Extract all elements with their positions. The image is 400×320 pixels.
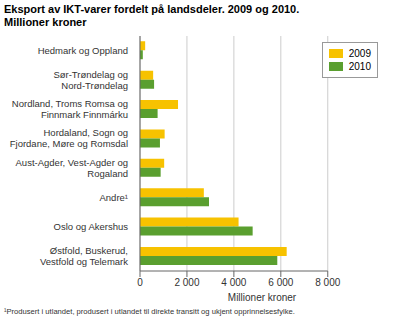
svg-text:4 000: 4 000 xyxy=(221,277,246,288)
svg-text:Hedmark og Oppland: Hedmark og Oppland xyxy=(38,45,128,56)
html-text:2010: 2010 xyxy=(348,61,371,72)
svg-text:Sør-Trøndelag ogNord-Trøndelag: Sør-Trøndelag ogNord-Trøndelag xyxy=(53,69,128,91)
svg-text:Aust-Agder, Vest-Agder ogRogal: Aust-Agder, Vest-Agder ogRogaland xyxy=(16,157,128,179)
svg-text:0: 0 xyxy=(137,277,143,288)
svg-text:Østfold, Buskerud,Vestfold og: Østfold, Buskerud,Vestfold og Telemark xyxy=(40,245,128,267)
html-text:Millioner kroner: Millioner kroner xyxy=(227,292,297,303)
html-text:¹Produsert i utlandet, produse: ¹Produsert i utlandet, produsert i utlan… xyxy=(4,307,295,316)
html-text:Eksport av IKT-varer fordelt p: Eksport av IKT-varer fordelt på landsdel… xyxy=(4,3,300,15)
html-text:2009: 2009 xyxy=(348,48,371,59)
svg-text:Andre¹: Andre¹ xyxy=(99,192,128,203)
svg-text:Hordaland, Sogn ogFjordane, Mø: Hordaland, Sogn ogFjordane, Møre og Roms… xyxy=(10,127,128,149)
svg-text:2 000: 2 000 xyxy=(174,277,199,288)
svg-text:8 000: 8 000 xyxy=(315,277,340,288)
svg-text:Oslo og Akershus: Oslo og Akershus xyxy=(54,221,129,232)
html-text:Millioner kroner: Millioner kroner xyxy=(4,16,87,28)
svg-text:Nordland, Troms Romsa ogFinnma: Nordland, Troms Romsa ogFinnmark Finnmár… xyxy=(12,98,128,120)
svg-text:6 000: 6 000 xyxy=(268,277,293,288)
